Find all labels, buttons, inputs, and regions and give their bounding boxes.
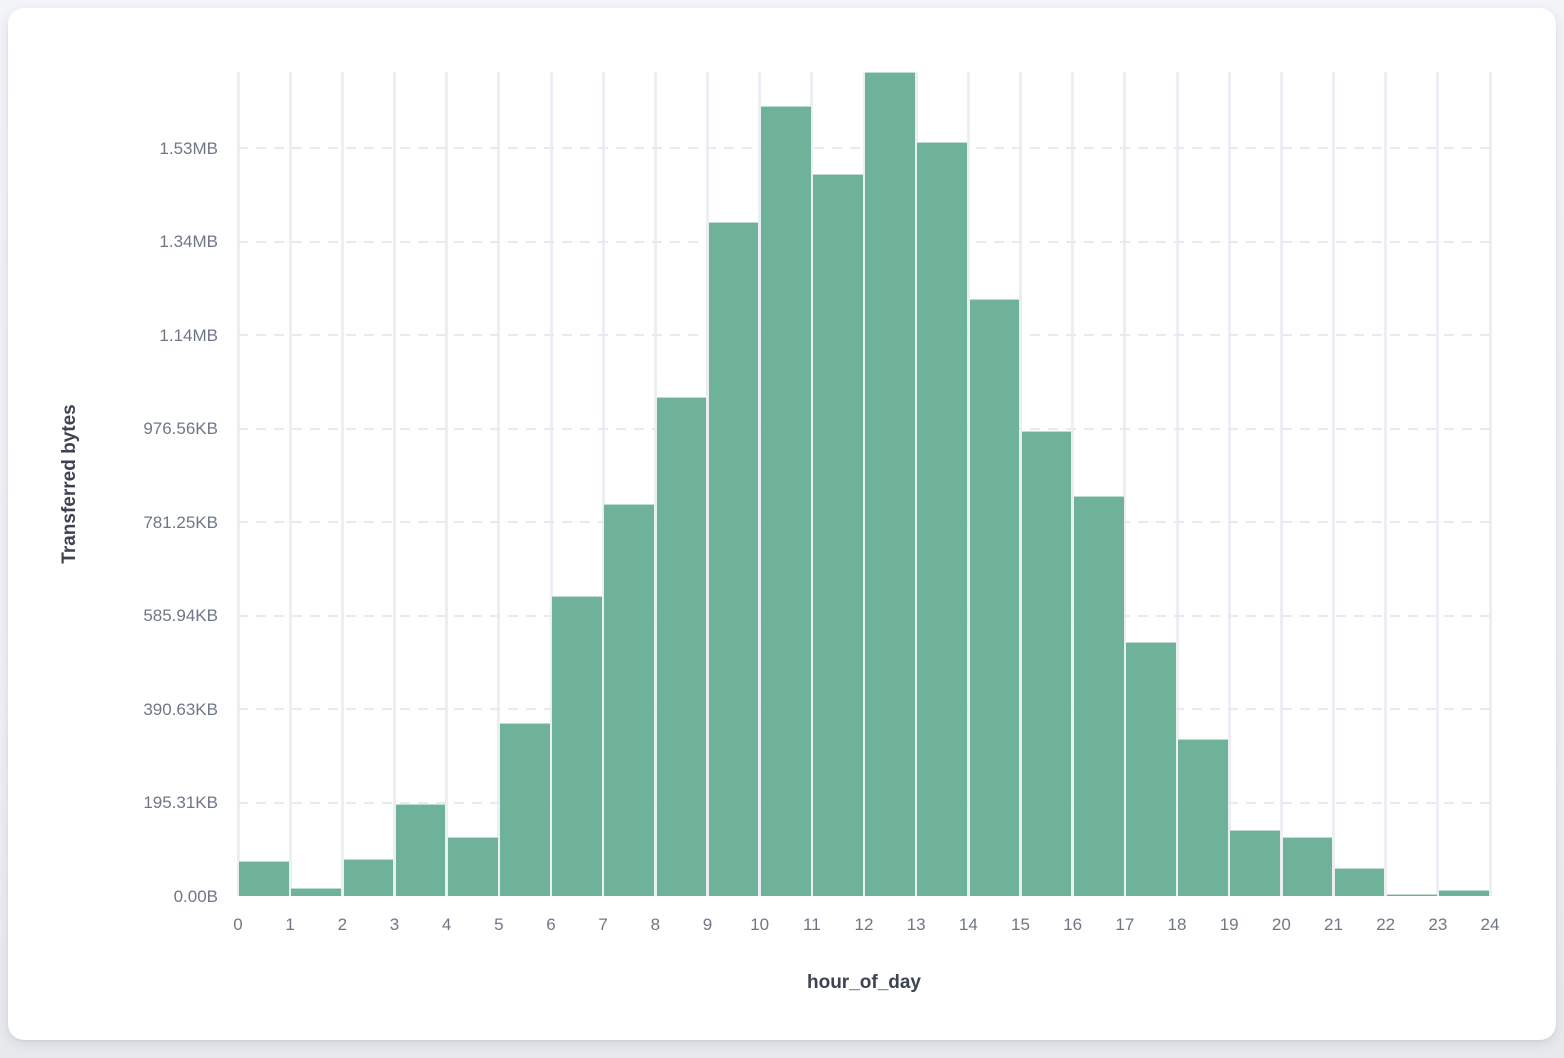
x-tick-label: 10 — [750, 915, 770, 934]
bar-hour-12[interactable] — [865, 72, 915, 896]
y-tick-label: 0.00B — [173, 886, 218, 906]
vertical-gridline — [1019, 72, 1022, 896]
horizontal-gridline — [238, 427, 1490, 430]
vertical-gridline — [1279, 72, 1283, 896]
bar-hour-16[interactable] — [1073, 495, 1124, 896]
bar-hour-10[interactable] — [760, 106, 811, 896]
vertical-gridline — [966, 72, 970, 896]
x-tick-label: 11 — [803, 915, 821, 934]
bar-hour-23[interactable] — [1439, 889, 1489, 896]
y-tick-label: 1.34MB — [159, 232, 218, 252]
x-tick-label: 12 — [854, 915, 874, 934]
x-tick-label: 9 — [702, 915, 713, 934]
y-tick-label: 1.14MB — [159, 325, 218, 345]
vertical-gridline — [1071, 72, 1075, 896]
bar-hour-22[interactable] — [1386, 893, 1437, 896]
x-tick-label: 3 — [389, 915, 400, 934]
horizontal-gridline — [238, 521, 1490, 524]
x-tick-label: 13 — [906, 915, 926, 934]
vertical-gridline — [549, 72, 553, 896]
vertical-gridline — [445, 72, 449, 896]
vertical-gridline — [236, 72, 240, 896]
x-tick-label: 15 — [1011, 915, 1030, 934]
bar-hour-6[interactable] — [552, 595, 602, 896]
vertical-gridline — [1384, 72, 1388, 896]
vertical-gridline — [393, 72, 396, 896]
y-tick-label: 781.25KB — [143, 512, 218, 532]
x-tick-label: 5 — [494, 915, 504, 934]
y-tick-label: 1.53MB — [159, 138, 218, 158]
vertical-gridline — [653, 72, 657, 896]
plot-area — [236, 72, 1492, 896]
x-tick-label: 23 — [1428, 915, 1448, 934]
bar-hour-3[interactable] — [395, 803, 446, 896]
x-tick-label: 14 — [958, 915, 978, 934]
y-tick-label: 390.63KB — [143, 699, 218, 719]
x-tick-label: 16 — [1063, 915, 1083, 934]
y-tick-label: 585.94KB — [143, 606, 218, 626]
x-tick-label: 19 — [1219, 915, 1239, 934]
bar-hour-5[interactable] — [500, 723, 550, 896]
x-tick-label: 8 — [650, 915, 661, 934]
x-tick-label: 17 — [1115, 915, 1135, 934]
bar-hour-21[interactable] — [1334, 867, 1385, 896]
vertical-gridline — [862, 72, 866, 896]
chart-card: 0.00B 195.31KB 390.63KB 585.94KB 781.25KB 976… — [8, 8, 1556, 1040]
vertical-gridline — [1123, 72, 1127, 896]
y-tick-label: 976.56KB — [143, 419, 218, 439]
x-tick-label: 7 — [598, 915, 608, 934]
vertical-gridline — [914, 72, 918, 896]
horizontal-gridline — [238, 708, 1490, 711]
x-tick-label: 20 — [1271, 915, 1291, 934]
x-tick-label: 2 — [337, 915, 348, 934]
x-tick-label: 24 — [1480, 915, 1500, 934]
y-tick-label: 195.31KB — [143, 793, 218, 813]
bar-hour-15[interactable] — [1021, 430, 1072, 896]
bar-hour-2[interactable] — [343, 859, 394, 896]
x-tick-label: 21 — [1324, 915, 1343, 934]
bar-hour-14[interactable] — [969, 298, 1020, 896]
vertical-gridline — [601, 72, 605, 896]
bar-hour-20[interactable] — [1282, 837, 1333, 896]
vertical-gridline — [1175, 72, 1179, 896]
horizontal-gridline — [238, 614, 1490, 617]
horizontal-gridline — [238, 147, 1490, 150]
bar-hour-8[interactable] — [656, 397, 707, 896]
bar-hour-13[interactable] — [917, 142, 968, 896]
bar-hour-17[interactable] — [1126, 642, 1176, 896]
horizontal-gridline — [238, 334, 1490, 337]
x-tick-label: 22 — [1376, 915, 1396, 934]
vertical-gridline — [1332, 72, 1335, 896]
vertical-gridline — [706, 72, 709, 896]
x-tick-label: 0 — [233, 915, 243, 934]
bar-hour-0[interactable] — [239, 860, 289, 896]
horizontal-gridline — [238, 240, 1490, 243]
x-tick-label: 18 — [1167, 915, 1187, 934]
y-axis-title: Transferred bytes — [59, 404, 80, 564]
x-axis-title: hour_of_day — [806, 972, 922, 993]
bar-hour-19[interactable] — [1230, 830, 1281, 896]
vertical-gridline — [288, 72, 292, 896]
vertical-gridline — [1436, 72, 1440, 896]
vertical-gridline — [810, 72, 814, 896]
vertical-gridline — [497, 72, 501, 896]
bar-hour-11[interactable] — [813, 174, 863, 896]
vertical-gridline — [758, 72, 762, 896]
vertical-gridline — [1227, 72, 1231, 896]
x-tick-label: 1 — [285, 915, 295, 934]
bar-hour-9[interactable] — [708, 222, 759, 896]
bar-hour-1[interactable] — [291, 888, 342, 896]
x-tick-label: 6 — [546, 915, 556, 934]
vertical-gridline — [1488, 72, 1492, 896]
bar-hour-7[interactable] — [604, 504, 655, 896]
vertical-gridline — [340, 72, 344, 896]
bar-hour-4[interactable] — [447, 837, 498, 896]
bar-hour-18[interactable] — [1178, 738, 1228, 896]
horizontal-gridline — [238, 801, 1490, 804]
x-tick-label: 4 — [441, 915, 452, 934]
